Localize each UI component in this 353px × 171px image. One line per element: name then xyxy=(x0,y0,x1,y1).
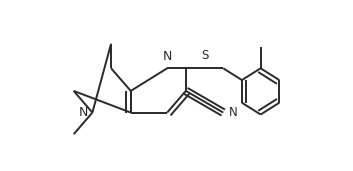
Text: N: N xyxy=(162,50,172,63)
Text: N: N xyxy=(79,106,89,119)
Text: N: N xyxy=(229,106,238,119)
Text: S: S xyxy=(201,49,208,62)
